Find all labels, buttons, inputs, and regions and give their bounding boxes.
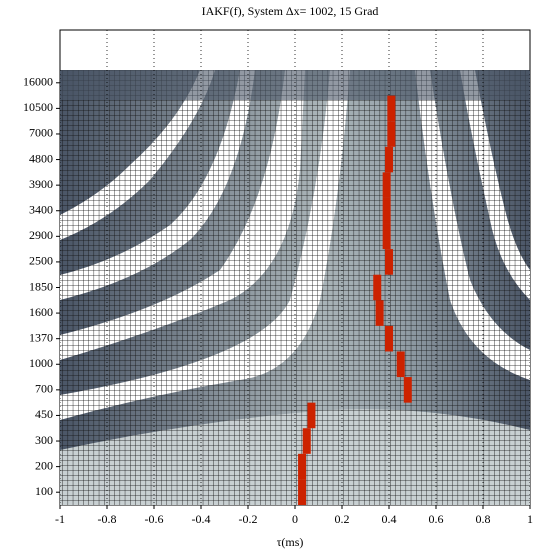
x-tick-label: 0.2 [335, 512, 350, 526]
y-tick-label: 3900 [29, 177, 53, 191]
peak-cell [385, 325, 393, 352]
y-tick-label: 2900 [29, 228, 53, 242]
y-tick-label: 10500 [23, 100, 53, 114]
x-tick-label: -0.8 [98, 512, 117, 526]
peak-cell [307, 402, 316, 429]
peak-cell [396, 351, 405, 378]
peak-cell [403, 377, 412, 403]
x-tick-label: -0.6 [145, 512, 164, 526]
heatmap-texture [60, 70, 530, 505]
y-tick-label: 2500 [29, 254, 53, 268]
chart-title: IAKF(f), System Δx= 1002, 15 Grad [202, 4, 379, 18]
peak-cell [373, 274, 382, 301]
x-tick-label: 0.8 [476, 512, 491, 526]
y-tick-label: 1370 [29, 330, 53, 344]
peak-cell [298, 453, 307, 480]
x-tick-label: -0.2 [239, 512, 258, 526]
y-tick-label: 700 [35, 382, 53, 396]
x-tick-label: 0 [292, 512, 298, 526]
y-tick-label: 7000 [29, 126, 53, 140]
y-tick-label: 1600 [29, 305, 53, 319]
y-tick-label: 300 [35, 433, 53, 447]
y-tick-label: 4800 [29, 151, 53, 165]
peak-cell [382, 172, 391, 198]
peak-cell [387, 121, 396, 147]
peak-cell [385, 146, 393, 173]
peak-cell [385, 249, 393, 275]
y-tick-label: 200 [35, 458, 53, 472]
peak-cell [302, 428, 311, 454]
peak-cell [382, 197, 391, 224]
y-tick-label: 1850 [29, 279, 53, 293]
y-tick-label: 1000 [29, 356, 53, 370]
peak-cell [298, 479, 307, 505]
x-tick-label: 0.6 [429, 512, 444, 526]
y-tick-label: 100 [35, 484, 53, 498]
x-axis-label: τ(ms) [277, 535, 304, 549]
x-tick-label: 1 [527, 512, 533, 526]
y-tick-label: 16000 [23, 75, 53, 89]
peak-cell [387, 95, 396, 122]
y-tick-label: 450 [35, 407, 53, 421]
peak-cell [382, 223, 391, 250]
x-tick-label: 0.4 [382, 512, 397, 526]
y-tick-label: 3400 [29, 202, 53, 216]
x-tick-label: -1 [55, 512, 65, 526]
peak-cell [375, 300, 384, 326]
x-tick-label: -0.4 [192, 512, 211, 526]
